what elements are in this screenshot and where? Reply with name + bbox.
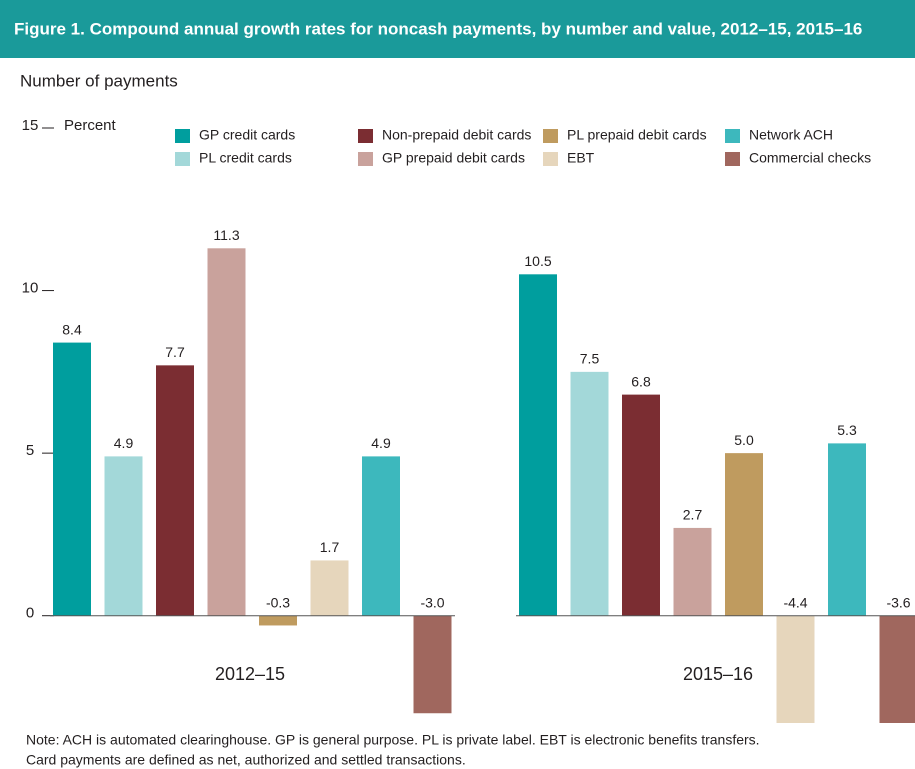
data-label: -0.3 <box>266 594 290 610</box>
bar <box>53 342 91 616</box>
data-label: 1.7 <box>320 539 340 555</box>
bar <box>673 527 712 616</box>
legend-label: Commercial checks <box>749 150 871 166</box>
data-label: 4.9 <box>114 435 134 451</box>
y-tick-label: 15 <box>22 117 39 134</box>
y-tick-label: 5 <box>26 442 34 459</box>
legend-swatch <box>543 152 558 166</box>
legend-label: PL credit cards <box>199 150 292 166</box>
bar <box>828 443 866 616</box>
data-label: 7.7 <box>165 344 185 360</box>
data-label: -4.4 <box>783 594 807 610</box>
note: Note: ACH is automated clearinghouse. GP… <box>26 732 760 748</box>
chart-title: Figure 1. Compound annual growth rates f… <box>14 19 862 38</box>
legend-swatch <box>175 129 190 143</box>
legend-label: GP prepaid debit cards <box>382 150 525 166</box>
legend-swatch <box>358 129 373 143</box>
legend-label: EBT <box>567 150 595 166</box>
legend-swatch <box>725 129 740 143</box>
title-bar <box>0 0 915 58</box>
bar <box>570 371 609 616</box>
data-label: -3.6 <box>886 594 910 610</box>
data-label: 10.5 <box>524 253 551 269</box>
bar <box>207 248 246 616</box>
data-label: 11.3 <box>213 227 239 243</box>
bar <box>725 453 763 616</box>
bar <box>519 274 557 616</box>
data-label: 2.7 <box>683 507 703 523</box>
legend-label: PL prepaid debit cards <box>567 127 707 143</box>
legend-swatch <box>175 152 190 166</box>
data-label: 5.3 <box>837 422 857 438</box>
note-box <box>0 723 915 769</box>
x-tick-label: 2015–16 <box>683 664 753 684</box>
legend-swatch <box>358 152 373 166</box>
legend-swatch <box>543 129 558 143</box>
y-axis-label: Percent <box>64 117 117 134</box>
bar <box>156 365 194 616</box>
data-label: 7.5 <box>580 351 600 367</box>
legend-label: GP credit cards <box>199 127 295 143</box>
data-label: 8.4 <box>62 321 82 337</box>
legend-label: Network ACH <box>749 127 833 143</box>
bar <box>104 456 143 616</box>
bar <box>879 615 915 733</box>
bar <box>259 615 297 626</box>
bar <box>413 615 452 714</box>
legend-label: Non-prepaid debit cards <box>382 127 531 143</box>
data-label: 4.9 <box>371 435 391 451</box>
subtitle: Number of payments <box>20 71 178 90</box>
y-tick-label: 10 <box>22 280 39 297</box>
data-label: 5.0 <box>734 432 754 448</box>
note: Card payments are defined as net, author… <box>26 752 466 768</box>
bar <box>310 560 349 616</box>
legend-swatch <box>725 152 740 166</box>
data-label: -3.0 <box>420 594 444 610</box>
y-tick-label: 0 <box>26 605 34 622</box>
bar <box>362 456 400 616</box>
bar <box>622 394 660 616</box>
x-tick-label: 2012–15 <box>215 664 285 684</box>
data-label: 6.8 <box>631 373 651 389</box>
